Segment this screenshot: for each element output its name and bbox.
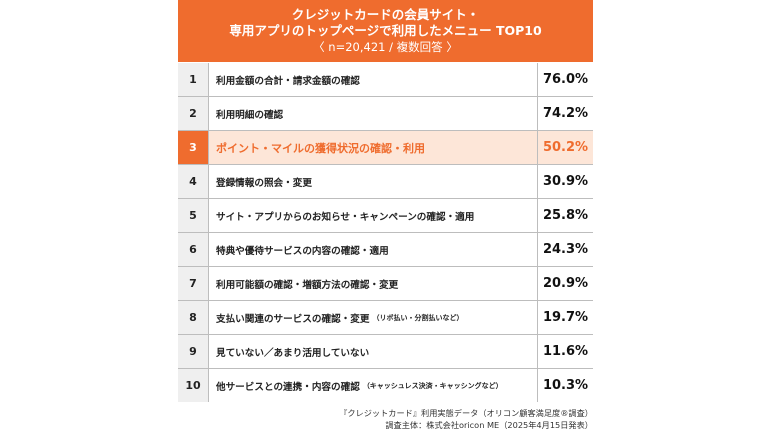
table-row: 5 サイト・アプリからのお知らせ・キャンペーンの確認・適用 25.8% bbox=[178, 198, 593, 232]
rank-cell: 1 bbox=[178, 63, 209, 96]
table-row: 10 他サービスとの連携・内容の確認 （キャッシュレス決済・キャッシングなど） 10.… bbox=[178, 368, 593, 402]
table-row: 6 特典や優待サービスの内容の確認・適用 24.3% bbox=[178, 232, 593, 266]
value-cell: 10.3% bbox=[538, 369, 593, 402]
label-cell: 特典や優待サービスの内容の確認・適用 bbox=[209, 233, 538, 266]
rank-cell: 9 bbox=[178, 335, 209, 368]
chart-subtitle: 〈 n=20,421 / 複数回答 〉 bbox=[313, 40, 458, 54]
menu-note: （リボ払い・分割払いなど） bbox=[372, 313, 464, 322]
value-cell: 25.8% bbox=[538, 199, 593, 232]
label-cell: 利用金額の合計・請求金額の確認 bbox=[209, 63, 538, 96]
menu-label: 利用明細の確認 bbox=[216, 109, 284, 121]
ranking-table: 1 利用金額の合計・請求金額の確認 76.0% 2 利用明細の確認 74.2% 3 ポイント・… bbox=[178, 63, 593, 402]
menu-note: （キャッシュレス決済・キャッシングなど） bbox=[362, 381, 503, 390]
source-line: 『クレジットカード』利用実態データ（オリコン顧客満足度®調査） bbox=[339, 408, 593, 418]
menu-label: ポイント・マイルの獲得状況の確認・利用 bbox=[216, 141, 425, 155]
table-row: 4 登録情報の照会・変更 30.9% bbox=[178, 164, 593, 198]
menu-label: 利用金額の合計・請求金額の確認 bbox=[216, 75, 360, 87]
menu-label: サイト・アプリからのお知らせ・キャンペーンの確認・適用 bbox=[216, 211, 475, 223]
label-cell: 見ていない／あまり活用していない bbox=[209, 335, 538, 368]
label-cell: 利用可能額の確認・増額方法の確認・変更 bbox=[209, 267, 538, 300]
label-cell: ポイント・マイルの獲得状況の確認・利用 bbox=[209, 131, 538, 164]
chart-title-line2: 専用アプリのトップページで利用したメニュー TOP10 bbox=[229, 23, 542, 38]
publisher-line: 調査主体：株式会社oricon ME（2025年4月15日発表） bbox=[385, 420, 593, 430]
label-cell: サイト・アプリからのお知らせ・キャンペーンの確認・適用 bbox=[209, 199, 538, 232]
rank-cell: 10 bbox=[178, 369, 209, 402]
value-cell: 30.9% bbox=[538, 165, 593, 198]
chart-header: クレジットカードの会員サイト・ 専用アプリのトップページで利用したメニュー TO… bbox=[178, 0, 593, 62]
value-cell: 76.0% bbox=[538, 63, 593, 96]
label-cell: 支払い関連のサービスの確認・変更 （リボ払い・分割払いなど） bbox=[209, 301, 538, 334]
rank-cell: 3 bbox=[178, 131, 209, 164]
ranking-card: クレジットカードの会員サイト・ 専用アプリのトップページで利用したメニュー TO… bbox=[178, 0, 593, 402]
rank-cell: 8 bbox=[178, 301, 209, 334]
menu-label: 利用可能額の確認・増額方法の確認・変更 bbox=[216, 279, 399, 291]
source-footer: 『クレジットカード』利用実態データ（オリコン顧客満足度®調査） 調査主体：株式会… bbox=[339, 407, 593, 431]
value-cell: 74.2% bbox=[538, 97, 593, 130]
value-cell: 50.2% bbox=[538, 131, 593, 164]
menu-label: 他サービスとの連携・内容の確認 bbox=[216, 381, 360, 393]
rank-cell: 2 bbox=[178, 97, 209, 130]
value-cell: 24.3% bbox=[538, 233, 593, 266]
chart-title-line1: クレジットカードの会員サイト・ bbox=[291, 7, 480, 22]
table-row: 8 支払い関連のサービスの確認・変更 （リボ払い・分割払いなど） 19.7% bbox=[178, 300, 593, 334]
table-row: 7 利用可能額の確認・増額方法の確認・変更 20.9% bbox=[178, 266, 593, 300]
table-row: 9 見ていない／あまり活用していない 11.6% bbox=[178, 334, 593, 368]
table-row: 3 ポイント・マイルの獲得状況の確認・利用 50.2% bbox=[178, 130, 593, 164]
table-row: 2 利用明細の確認 74.2% bbox=[178, 96, 593, 130]
value-cell: 20.9% bbox=[538, 267, 593, 300]
menu-label: 見ていない／あまり活用していない bbox=[216, 347, 370, 359]
label-cell: 他サービスとの連携・内容の確認 （キャッシュレス決済・キャッシングなど） bbox=[209, 369, 538, 402]
label-cell: 利用明細の確認 bbox=[209, 97, 538, 130]
rank-cell: 6 bbox=[178, 233, 209, 266]
rank-cell: 5 bbox=[178, 199, 209, 232]
value-cell: 19.7% bbox=[538, 301, 593, 334]
rank-cell: 7 bbox=[178, 267, 209, 300]
menu-label: 支払い関連のサービスの確認・変更 bbox=[216, 313, 370, 325]
label-cell: 登録情報の照会・変更 bbox=[209, 165, 538, 198]
menu-label: 登録情報の照会・変更 bbox=[216, 177, 312, 189]
table-row: 1 利用金額の合計・請求金額の確認 76.0% bbox=[178, 63, 593, 96]
value-cell: 11.6% bbox=[538, 335, 593, 368]
rank-cell: 4 bbox=[178, 165, 209, 198]
menu-label: 特典や優待サービスの内容の確認・適用 bbox=[216, 245, 389, 257]
